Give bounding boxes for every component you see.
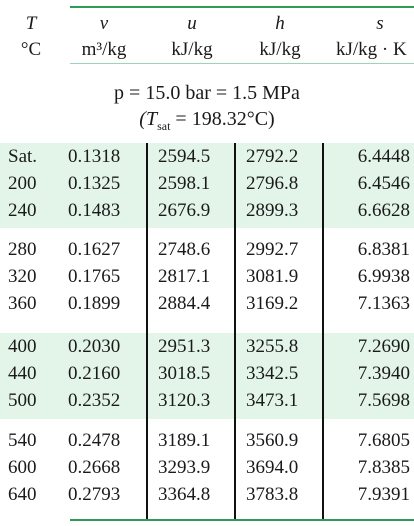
cell-s: 7.3940: [357, 363, 410, 384]
header-h-unit: kJ/kg: [259, 39, 301, 60]
cell-T: 280: [8, 239, 37, 260]
row-band-3: [0, 333, 414, 419]
cell-u: 2748.6: [158, 239, 211, 260]
cell-h: 3081.9: [246, 266, 299, 287]
cell-T: 540: [8, 430, 37, 451]
column-divider-h: [234, 143, 236, 519]
header-s-unit: kJ/kg · K: [336, 39, 407, 60]
cell-u: 2594.5: [158, 146, 211, 167]
tsat-value: = 198.32°C): [170, 108, 275, 130]
cell-T: 240: [8, 200, 37, 221]
cell-v: 0.2030: [68, 336, 121, 357]
header-v-symbol: v: [99, 13, 109, 34]
column-divider-u: [146, 143, 148, 519]
cell-h: 3783.8: [246, 484, 299, 505]
header-u-unit: kJ/kg: [171, 39, 213, 60]
cell-s: 7.1363: [357, 293, 410, 314]
cell-h: 2899.3: [246, 200, 299, 221]
cell-v: 0.2478: [68, 430, 121, 451]
top-rule: [70, 6, 414, 8]
cell-u: 2676.9: [158, 200, 211, 221]
cell-u: 2884.4: [158, 293, 211, 314]
cell-v: 0.2668: [68, 457, 121, 478]
cell-v: 0.2160: [68, 363, 121, 384]
cell-u: 3120.3: [158, 390, 211, 411]
cell-h: 3560.9: [246, 430, 299, 451]
column-divider-s: [322, 143, 324, 519]
cell-T: 600: [8, 457, 37, 478]
cell-T: 400: [8, 336, 37, 357]
cell-s: 7.6805: [357, 430, 410, 451]
cell-u: 3364.8: [158, 484, 211, 505]
cell-h: 3169.2: [246, 293, 299, 314]
cell-T: 440: [8, 363, 37, 384]
cell-u: 3018.5: [158, 363, 211, 384]
header-rule: [70, 63, 414, 64]
cell-v: 0.1627: [68, 239, 121, 260]
row-band-1: [0, 143, 414, 228]
cell-v: 0.1325: [68, 173, 121, 194]
cell-u: 2951.3: [158, 336, 211, 357]
cell-v: 0.1483: [68, 200, 121, 221]
cell-h: 3694.0: [246, 457, 299, 478]
cell-s: 6.9938: [357, 266, 410, 287]
cell-s: 7.8385: [357, 457, 410, 478]
cell-s: 6.4448: [357, 146, 410, 167]
cell-T: 200: [8, 173, 37, 194]
header-u-symbol: u: [187, 13, 197, 34]
cell-h: 3342.5: [246, 363, 299, 384]
cell-u: 3293.9: [158, 457, 211, 478]
cell-T: 360: [8, 293, 37, 314]
header-T-symbol: T: [25, 13, 37, 34]
cell-u: 3189.1: [158, 430, 211, 451]
cell-v: 0.1765: [68, 266, 121, 287]
cell-h: 3473.1: [246, 390, 299, 411]
header-h-symbol: h: [275, 13, 285, 34]
cell-s: 7.9391: [357, 484, 410, 505]
pressure-text: p = 15.0 bar = 1.5 MPa: [114, 82, 300, 104]
cell-s: 6.6628: [357, 200, 410, 221]
cell-T: Sat.: [8, 146, 38, 167]
bottom-rule: [70, 519, 414, 521]
tsat-prefix: (T: [139, 108, 158, 130]
header-v-unit: m³/kg: [81, 39, 127, 60]
cell-h: 2992.7: [246, 239, 299, 260]
cell-h: 3255.8: [246, 336, 299, 357]
tsat-condition: (Tsat = 198.32°C): [0, 107, 414, 138]
cell-v: 0.1899: [68, 293, 121, 314]
cell-s: 7.2690: [357, 336, 410, 357]
pressure-condition: p = 15.0 bar = 1.5 MPa: [0, 81, 414, 105]
cell-v: 0.2352: [68, 390, 121, 411]
cell-v: 0.1318: [68, 146, 121, 167]
cell-u: 2817.1: [158, 266, 211, 287]
cell-s: 6.4546: [357, 173, 410, 194]
header-s-symbol: s: [376, 13, 384, 34]
cell-s: 6.8381: [357, 239, 410, 260]
cell-h: 2796.8: [246, 173, 299, 194]
cell-T: 640: [8, 484, 37, 505]
cell-u: 2598.1: [158, 173, 211, 194]
cell-s: 7.5698: [357, 390, 410, 411]
cell-v: 0.2793: [68, 484, 121, 505]
header-T-unit: °C: [20, 39, 42, 60]
cell-T: 320: [8, 266, 37, 287]
cell-h: 2792.2: [246, 146, 299, 167]
cell-T: 500: [8, 390, 37, 411]
tsat-sub: sat: [157, 119, 171, 133]
